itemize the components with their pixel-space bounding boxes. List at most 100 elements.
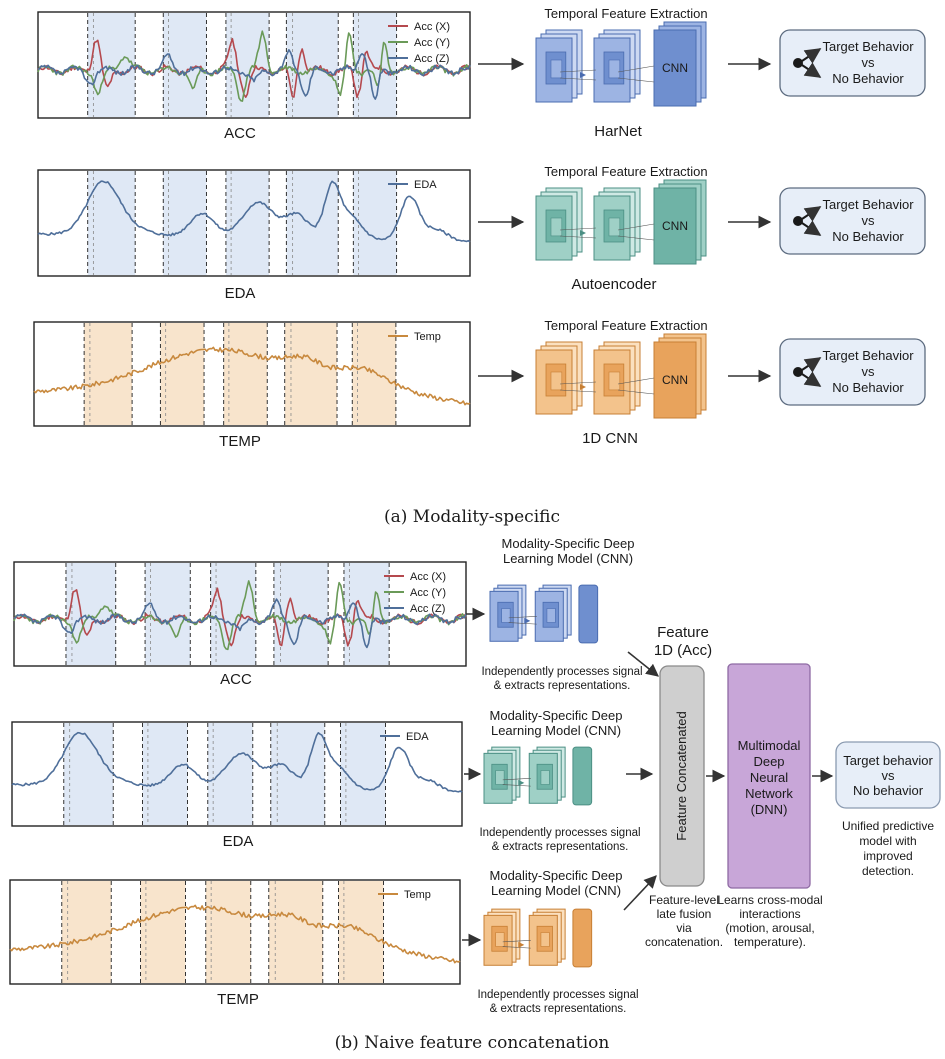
legend-label: Acc (Z) [414,53,449,65]
temp-signal-plot: Temp [33,321,471,427]
acc-model-title-1: Modality-Specific Deep [502,536,635,551]
temp-model-title-1: Modality-Specific Deep [490,868,623,883]
branch-icon [793,357,822,387]
temp-note-2: & extracts representations. [490,1003,627,1015]
signal-trace [11,731,463,793]
concat-note-2: late fusion [657,907,712,921]
window-band [140,881,186,983]
branch-down [801,371,822,387]
branch-down [801,62,822,78]
arrow-acc-to-concat [627,651,659,677]
small-arrow [524,617,531,624]
fusion-section: Feature 1D (Acc) Feature Concatenated Fe… [623,624,941,949]
connection-line [559,235,597,239]
cnn-label: CNN [662,373,688,387]
branch-node [793,58,803,68]
concat-note-4: concatenation. [645,935,723,949]
connection-line [559,77,597,81]
panel-a: Acc (X) Acc (Y) Acc (Z) ACC Temporal Featu… [33,6,926,527]
dnn-label-5: (DNN) [751,802,788,817]
feature-label-2: 1D (Acc) [654,642,712,659]
connection-line [617,377,655,385]
dnn-note-1: Learns cross-modal [717,893,822,907]
connection-line [617,77,655,83]
eda-signal-label: EDA [225,285,256,302]
eda-model-title-1: Modality-Specific Deep [490,708,623,723]
legend-label: Temp [414,331,441,343]
branch-icon [793,48,822,78]
legend-label: Acc (X) [410,571,446,583]
signal-trace [37,180,471,243]
legend-label: Acc (Y) [410,587,446,599]
connection-line [617,389,655,395]
final-note-1: Unified predictive [842,819,934,833]
window-band [207,723,253,825]
cnn-label: CNN [662,61,688,75]
acc-output-line2: vs [862,55,876,70]
eda-signal-plot-b: EDA [11,721,463,827]
kernel-patch [550,371,563,391]
cnn-layer [653,187,697,265]
acc-model-title-2: Learning Model (CNN) [503,551,633,566]
panel-b-row-temp: Temp TEMP Modality-Specific Deep Learnin… [9,868,639,1015]
window-band [160,323,205,425]
panel-a-row-acc: Acc (X) Acc (Y) Acc (Z) ACC Temporal Featu… [37,6,926,142]
connection-line [559,381,597,385]
dnn-note-3: (motion, arousal, [725,921,814,935]
branch-node [793,216,803,226]
legend-label: Acc (Y) [414,37,450,49]
window-band [225,13,270,117]
window-band [273,563,329,665]
kernel-patch [550,59,563,79]
window-band [205,881,251,983]
final-output-2: vs [882,768,896,783]
final-output-box: Target behavior vs No behavior [835,741,941,809]
window-band [343,563,390,665]
dnn-note-4: temperature). [734,935,806,949]
connection-line [559,389,597,393]
temp-signal-label-b: TEMP [217,991,259,1008]
temp-model-title-2: Learning Model (CNN) [491,883,621,898]
dnn-label-4: Network [745,786,793,801]
window-band [223,323,268,425]
branch-node [793,367,803,377]
small-arrow [580,230,586,236]
acc-signal-label-b: ACC [220,671,252,688]
panel-a-row-temp: Temp TEMP Temporal Feature Extraction CN… [33,318,926,450]
window-band [210,563,256,665]
connection-line [502,946,531,949]
branch-up [801,357,822,373]
eda-signal-label-b: EDA [223,833,254,850]
acc-note-1: Independently processes signal [481,666,642,678]
acc-note-2: & extracts representations. [494,680,631,692]
dnn-note-2: interactions [739,907,800,921]
kernel-patch [495,770,505,785]
window-band [145,563,191,665]
temp-signal-label: TEMP [219,433,261,450]
legend-label: EDA [406,731,429,743]
dnn-box: Multimodal Deep Neural Network (DNN) [727,663,811,889]
window-band [340,723,386,825]
window-band [142,723,188,825]
connection-line [617,223,655,231]
eda-note-2: & extracts representations. [492,841,629,853]
connection-line [559,227,597,231]
acc-output-box: Target Behavior vs No Behavior [779,29,926,97]
temp-cnn-block-b [483,908,593,968]
acc-cnn-block: CNN [535,21,707,107]
feature-label-1: Feature [657,624,709,641]
final-note-3: improved [863,849,912,863]
concat-label: Feature Concatenated [674,711,689,840]
connection-line [508,616,537,619]
kernel-patch [608,371,621,391]
kernel-patch [501,608,511,623]
acc-signal-label: ACC [224,125,256,142]
window-band [87,13,136,117]
kernel-patch [540,770,550,785]
signal-trace [33,346,471,406]
connection-line [502,940,531,943]
panel-b: Acc (X) Acc (Y) Acc (Z) ACC Modality-Speci… [9,536,941,1053]
dnn-label-2: Deep [753,754,784,769]
final-note-4: detection. [862,864,914,878]
